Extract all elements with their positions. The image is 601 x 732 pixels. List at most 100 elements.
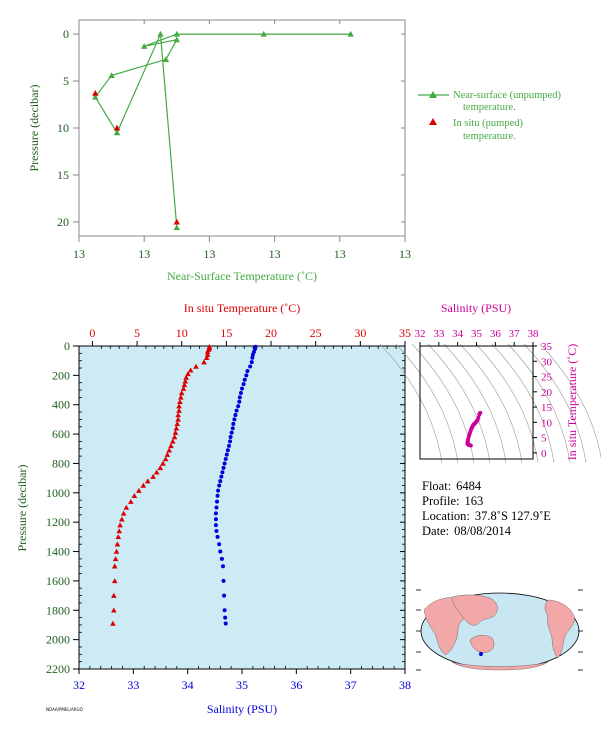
legend-red-marker (429, 118, 437, 125)
ts-x-tick-label-37: 37 (509, 328, 521, 340)
pr-temp-point-6 (201, 359, 207, 365)
ts-plot-frame (419, 345, 534, 460)
pr-sal-point-30 (220, 470, 225, 475)
pr-temp-tick-label-15: 15 (220, 326, 232, 340)
pr-sal-tick-label-37: 37 (345, 678, 357, 692)
pr-sal-point-42 (215, 534, 220, 539)
footer-tiny-text: NOAA/PMEL/ARGO (46, 707, 83, 712)
ts-x-tick-label-38: 38 (528, 328, 540, 340)
ns-x-tick-label-2: 13 (203, 247, 215, 261)
ts-temperature-axis-label: In situ Temperature (˚C) (565, 344, 579, 461)
profile-chart: 0200400600800100012001400160018002000220… (15, 301, 411, 716)
near-surface-x-ticks: 13 13 13 13 13 13 (73, 20, 411, 261)
ts-salinity-ticks: 32 33 34 35 36 37 38 (415, 328, 540, 346)
ts-diagram: 32 33 34 35 36 37 38 0 5 10 15 20 25 30 35 Salinity (… (379, 301, 601, 464)
pr-sal-point-26 (224, 452, 229, 457)
pr-sal-point-31 (219, 474, 224, 479)
ns-y-tick-label-20: 20 (57, 215, 69, 229)
pr-temp-tick-label-10: 10 (176, 326, 188, 340)
pr-temp-point-7 (193, 363, 199, 369)
near-surface-chart: 0 5 10 15 20 13 13 13 13 13 13 Pressure (decibar)… (27, 19, 561, 283)
pr-sal-tick-label-32: 32 (73, 678, 85, 692)
pr-y-tick-label-1400: 1400 (46, 545, 70, 559)
profile-plot-area (78, 345, 406, 670)
ts-density-contours (379, 343, 601, 464)
profile-salinity-ticks: 32 33 34 35 36 37 38 (73, 666, 411, 692)
ns-red-point-2 (173, 218, 180, 225)
ns-red-point-0 (92, 90, 99, 96)
pr-sal-point-15 (236, 404, 241, 409)
pr-sal-point-4 (250, 355, 255, 360)
pr-temp-point-48 (111, 563, 118, 569)
float-label: Float: (422, 479, 452, 493)
legend-red-label-line1: In situ (pumped) (453, 118, 523, 129)
pr-sal-point-36 (215, 499, 220, 504)
profile-temperature-ticks: 0 5 10 15 20 25 30 35 (89, 326, 411, 349)
ts-x-tick-label-33: 33 (433, 328, 445, 340)
ns-y-tick-label-0: 0 (63, 27, 69, 41)
pr-temp-point-45 (114, 541, 121, 547)
pr-temp-point-16 (177, 398, 183, 405)
pr-temp-point-39 (123, 504, 130, 510)
pr-sal-point-44 (218, 549, 223, 554)
location-info-row: Location: 37.8˚S 127.9˚E (422, 509, 551, 524)
pr-sal-point-8 (244, 373, 249, 378)
ns-y-tick-label-10: 10 (57, 121, 69, 135)
pr-temp-point-46 (113, 548, 120, 554)
pr-temp-point-28 (164, 451, 171, 457)
map-land-asia (451, 594, 498, 626)
pr-sal-point-51 (223, 621, 228, 626)
pr-temp-point-13 (180, 385, 187, 391)
ts-contour-6 (475, 343, 539, 464)
pr-sal-point-6 (248, 364, 253, 369)
date-value: 08/08/2014 (454, 524, 512, 538)
profile-salinity-axis-label: Salinity (PSU) (207, 702, 277, 716)
float-value: 6484 (456, 479, 482, 493)
pr-sal-point-5 (249, 360, 254, 365)
ts-point-23 (468, 443, 473, 448)
ts-y-tick-label-10: 10 (541, 417, 553, 429)
pr-temp-point-23 (172, 429, 179, 435)
pr-temp-point-15 (178, 394, 184, 400)
pr-temp-point-12 (181, 382, 188, 388)
pr-temp-tick-label-20: 20 (265, 326, 277, 340)
location-label: Location: (422, 509, 470, 523)
ts-y-tick-label-15: 15 (541, 402, 553, 414)
pr-sal-point-7 (245, 368, 250, 373)
pr-sal-point-11 (240, 386, 244, 391)
profile-label: Profile: (422, 494, 460, 508)
pr-sal-point-39 (213, 517, 218, 522)
ts-y-tick-label-20: 20 (541, 387, 553, 399)
near-surface-plot-frame (78, 19, 406, 237)
pr-temp-point-20 (175, 416, 181, 422)
pr-sal-point-14 (237, 399, 242, 404)
pr-sal-point-47 (221, 578, 226, 583)
pr-sal-point-16 (234, 408, 239, 413)
pr-sal-point-35 (215, 493, 220, 498)
pr-sal-point-23 (228, 439, 233, 444)
pr-temp-point-42 (117, 522, 123, 528)
pr-temp-point-33 (150, 473, 156, 479)
ns-y-tick-label-15: 15 (57, 168, 69, 182)
ts-contour-10 (539, 343, 601, 460)
pr-temp-point-34 (144, 478, 151, 484)
ts-temperature-ticks: 0 5 10 15 20 25 30 35 (533, 341, 553, 460)
near-surface-series (92, 30, 354, 231)
pr-sal-point-32 (218, 479, 223, 484)
pr-temp-point-36 (136, 487, 142, 493)
pr-temp-point-22 (173, 425, 180, 431)
legend-green-label-line1: Near-surface (unpumped) (453, 90, 561, 101)
pr-temp-point-43 (116, 528, 122, 534)
ns-green-point-0 (347, 30, 354, 37)
pr-sal-point-45 (219, 556, 224, 561)
pr-y-tick-label-1200: 1200 (46, 515, 70, 529)
pr-temp-point-29 (162, 456, 169, 462)
legend-red-label-line2: temperature. (463, 131, 516, 142)
ts-point-1 (477, 412, 482, 417)
pr-temp-point-30 (160, 460, 166, 466)
near-surface-x-axis-label: Near-Surface Temperature (˚C) (167, 269, 317, 283)
pr-temp-point-3 (204, 349, 211, 355)
ts-x-tick-label-36: 36 (490, 328, 502, 340)
ns-green-point-9 (157, 30, 164, 37)
legend-green-marker (429, 91, 437, 98)
